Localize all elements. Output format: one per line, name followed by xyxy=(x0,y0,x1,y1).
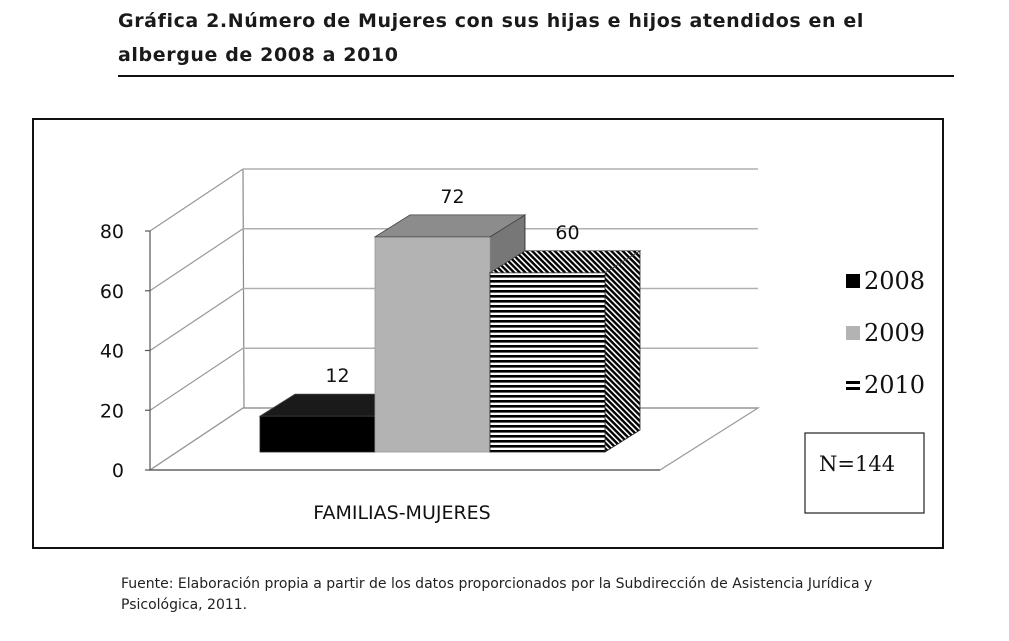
category-label: FAMILIAS-MUJERES xyxy=(313,502,490,524)
bar-2010 xyxy=(488,250,642,453)
legend-swatch-stripe xyxy=(846,387,860,390)
data-label-2008: 12 xyxy=(325,365,349,387)
chart-heading: Gráfica 2.Número de Mujeres con sus hija… xyxy=(118,4,954,72)
annotation-text: N=144 xyxy=(819,452,895,476)
heading-line-2: albergue de 2008 a 2010 xyxy=(118,44,399,66)
bar-front xyxy=(489,272,606,453)
data-label-2009: 72 xyxy=(440,186,464,208)
source-line-1: Fuente: Elaboración propia a partir de l… xyxy=(121,576,873,592)
y-tick-label: 80 xyxy=(100,221,124,243)
bar-front xyxy=(374,236,491,453)
heading-line-1: Gráfica 2.Número de Mujeres con sus hija… xyxy=(118,10,864,32)
side-gridline xyxy=(149,288,244,351)
bar-top xyxy=(373,214,527,238)
source-note: Fuente: Elaboración propia a partir de l… xyxy=(121,574,971,616)
side-gridline xyxy=(149,168,244,232)
source-line-2: Psicológica, 2011. xyxy=(121,597,248,613)
category-labels: FAMILIAS-MUJERES xyxy=(313,502,490,524)
y-tick-label: 60 xyxy=(100,281,124,303)
legend-swatch-stripe xyxy=(846,381,860,384)
legend-swatch xyxy=(846,326,860,340)
annotation-border xyxy=(804,432,925,514)
legend-label: 2009 xyxy=(864,319,925,347)
bar-top xyxy=(488,250,642,274)
legend-swatch xyxy=(846,274,860,288)
bar-side xyxy=(604,250,641,453)
bars xyxy=(258,214,642,453)
y-tick-label: 40 xyxy=(100,341,124,363)
legend-item-2009: 2009 xyxy=(846,319,925,347)
bar-front xyxy=(259,415,376,453)
annotation-box: N=144 xyxy=(804,432,925,514)
data-labels: 12 72 60 xyxy=(325,186,579,387)
y-tick-label: 20 xyxy=(100,400,124,422)
legend-label: 2010 xyxy=(864,371,925,399)
y-axis-ticks: 0 20 40 60 80 xyxy=(100,221,150,482)
heading-rule xyxy=(118,75,954,77)
legend-item-2010: 2010 xyxy=(846,371,925,399)
y-tick-label: 0 xyxy=(112,460,124,482)
legend-label: 2008 xyxy=(864,267,925,295)
legend: 2008 2009 2010 xyxy=(846,267,925,399)
chart-frame xyxy=(32,118,944,549)
legend-item-2008: 2008 xyxy=(846,267,925,295)
side-gridline xyxy=(149,347,244,411)
data-label-2010: 60 xyxy=(555,222,579,244)
side-gridline xyxy=(149,228,244,292)
